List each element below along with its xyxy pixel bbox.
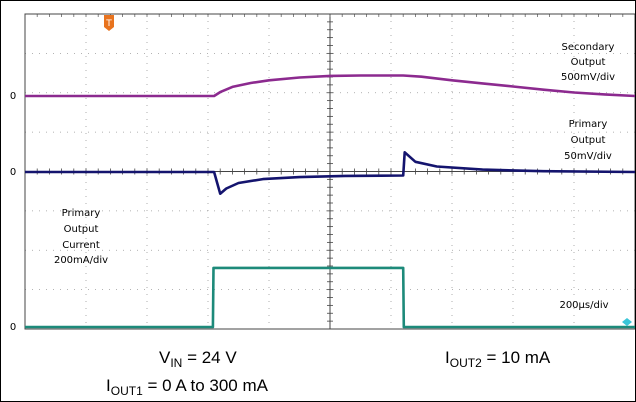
svg-text:Primary: Primary: [569, 119, 608, 130]
zero-label-primary: 0: [10, 167, 16, 178]
caption-iout1: IOUT1 = 0 A to 300 mA: [106, 376, 269, 398]
trigger-marker-label: T: [105, 19, 112, 29]
zero-label-current: 0: [10, 322, 16, 333]
primary-current-label: Primary Output Current 200mA/div: [54, 208, 108, 266]
traces: [25, 74, 635, 329]
secondary-output-label: Secondary Output 500mV/div: [561, 42, 615, 83]
secondary-scale: 500mV/div: [561, 72, 615, 83]
zero-label-secondary: 0: [10, 91, 16, 102]
primary-output-label: Primary Output 50mV/div: [564, 119, 612, 162]
channel-marker-icon: [622, 318, 632, 326]
trace-secondary-output: [25, 74, 635, 98]
svg-text:Secondary: Secondary: [562, 42, 615, 53]
svg-text:Output: Output: [571, 57, 606, 68]
trace-primary-current: [25, 266, 635, 329]
primary-scale: 50mV/div: [564, 151, 612, 162]
svg-text:Output: Output: [64, 224, 99, 235]
svg-text:Current: Current: [62, 240, 100, 251]
svg-text:Primary: Primary: [62, 208, 101, 219]
current-scale: 200mA/div: [54, 255, 108, 266]
svg-text:Output: Output: [571, 135, 606, 146]
caption-vin: VIN = 24 V: [159, 348, 237, 370]
trace-primary-output: [25, 151, 635, 195]
timebase-label: 200µs/div: [559, 300, 608, 311]
caption-iout2: IOUT2 = 10 mA: [445, 348, 551, 370]
trigger-marker: T: [104, 15, 114, 31]
